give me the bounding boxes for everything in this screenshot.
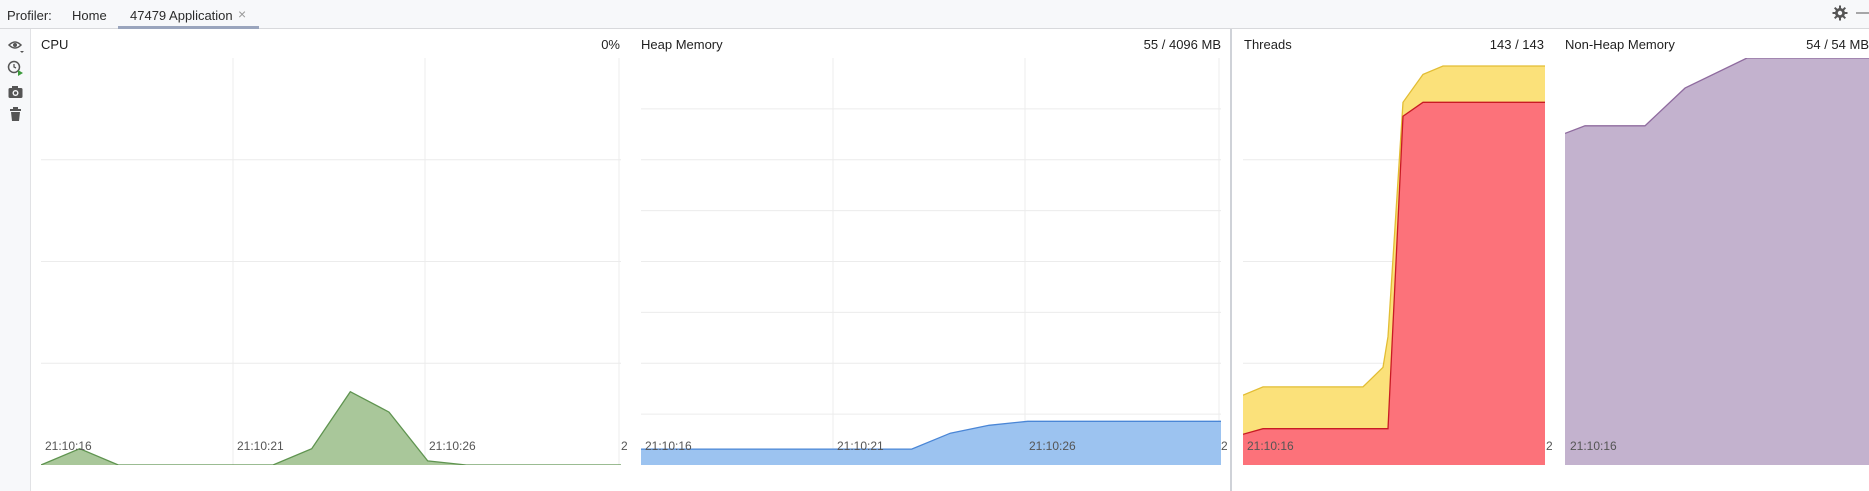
nonheap-value: 54 / 54 MB xyxy=(1806,37,1869,52)
cpu-series-area xyxy=(41,391,621,465)
threads-total-line xyxy=(1243,65,1545,396)
minimize-icon[interactable]: — xyxy=(1856,4,1869,21)
profiler-label: Profiler: xyxy=(7,8,52,23)
cpu-title: CPU xyxy=(41,37,69,52)
profiler-toolstrip xyxy=(0,29,31,491)
profiler-tab-bar: Profiler: Home 47479 Application × — xyxy=(0,0,1869,29)
panel-divider[interactable] xyxy=(1230,29,1232,491)
nonheap-tick-label: 21:10:16 xyxy=(1570,439,1617,453)
camera-icon[interactable] xyxy=(7,83,25,101)
nonheap-chart xyxy=(1565,58,1869,465)
cpu-value: 0% xyxy=(601,37,620,52)
nonheap-series-area xyxy=(1565,58,1869,465)
eye-icon[interactable] xyxy=(7,37,25,55)
cpu-series-line xyxy=(41,390,621,465)
nonheap-series-line xyxy=(1565,58,1869,135)
heap-chart xyxy=(641,58,1221,465)
heap-title: Heap Memory xyxy=(641,37,723,52)
tab-home[interactable]: Home xyxy=(72,8,107,23)
threads-chart xyxy=(1243,65,1545,465)
heap-tick-label: 21:10:21 xyxy=(837,439,884,453)
cpu-tick-label: 21:10:26 xyxy=(429,439,476,453)
threads-title: Threads xyxy=(1244,37,1292,52)
nonheap-title: Non-Heap Memory xyxy=(1565,37,1675,52)
close-tab-icon[interactable]: × xyxy=(238,6,247,22)
tab-application[interactable]: 47479 Application xyxy=(130,8,233,23)
threads-tick-label: 21:10:16 xyxy=(1247,439,1294,453)
heap-tick-label: 21:10:26 xyxy=(1029,439,1076,453)
threads-value: 143 / 143 xyxy=(1489,37,1544,52)
threads-live-line xyxy=(1243,101,1545,435)
trash-icon[interactable] xyxy=(7,105,25,123)
heap-series-area xyxy=(641,421,1221,465)
cpu-panel: CPU 0% xyxy=(32,29,627,491)
active-tab-indicator xyxy=(118,26,259,29)
cpu-tick-label: 21 xyxy=(621,439,627,453)
threads-tick-label: 2 xyxy=(1546,439,1552,453)
gear-icon[interactable] xyxy=(1832,5,1848,21)
cpu-tick-label: 21:10:21 xyxy=(237,439,284,453)
cpu-tick-label: 21:10:16 xyxy=(45,439,92,453)
threads-live-area xyxy=(1243,102,1545,465)
heap-tick-label: 21 xyxy=(1221,439,1227,453)
heap-series-line xyxy=(641,420,1221,450)
heap-tick-label: 21:10:16 xyxy=(645,439,692,453)
clock-play-icon[interactable] xyxy=(7,60,25,78)
heap-value: 55 / 4096 MB xyxy=(1143,37,1221,52)
cpu-chart xyxy=(41,58,621,465)
